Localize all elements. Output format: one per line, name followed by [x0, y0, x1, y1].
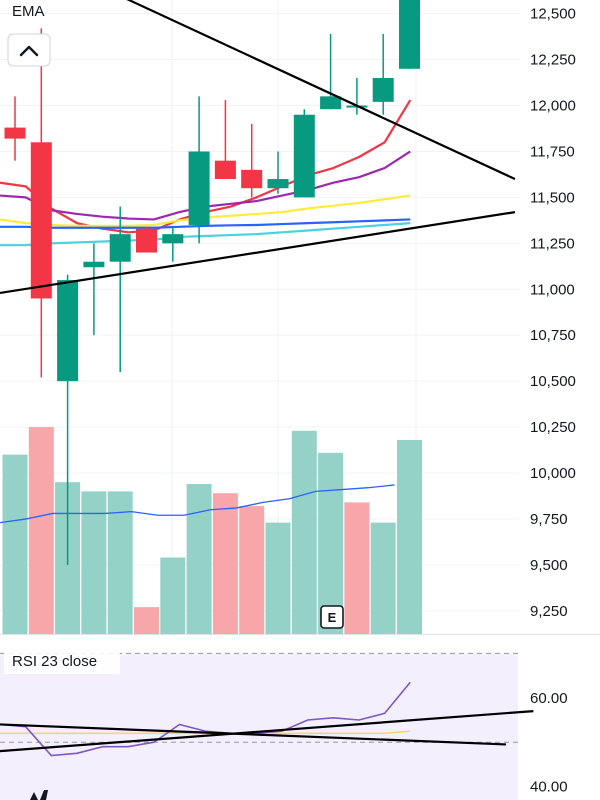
rsi-tick-label: 40.00: [530, 779, 568, 796]
candle-body: [293, 114, 315, 198]
candle-body: [57, 280, 79, 382]
volume-bar: [2, 454, 28, 634]
chevron-up-icon: [19, 45, 39, 57]
volume-bar: [344, 502, 370, 634]
volume-e-badge-label: E: [328, 610, 337, 625]
rsi-band: [0, 653, 518, 800]
candle-body: [241, 169, 263, 189]
candle-body: [267, 179, 289, 189]
price-tick-label: 11,000: [530, 281, 575, 298]
candle: [267, 151, 289, 194]
volume-bars: [0, 427, 422, 634]
candle: [162, 226, 184, 262]
candle: [214, 100, 236, 180]
candle: [4, 96, 26, 161]
price-tick-label: 12,500: [530, 6, 576, 23]
candle: [30, 28, 52, 378]
candle: [83, 243, 105, 336]
rsi-legend[interactable]: RSI 23 close: [4, 648, 120, 674]
candle-body: [188, 151, 210, 225]
tradingview-logo: [30, 790, 48, 800]
rsi-pane: [0, 652, 534, 800]
candles: [4, 0, 420, 565]
rsi-axis: 60.00 40.00: [530, 690, 568, 796]
candle: [57, 274, 79, 565]
candle: [241, 123, 263, 198]
candle-body: [109, 234, 131, 262]
candle-body: [83, 261, 105, 268]
volume-bar: [397, 439, 422, 634]
candle: [399, 0, 420, 69]
volume-e-badge[interactable]: E: [320, 605, 344, 629]
rsi-trendline-1[interactable]: [0, 723, 507, 746]
candle-body: [162, 234, 184, 244]
rsi-legend-label: RSI 23 close: [12, 653, 97, 670]
volume-bar: [239, 506, 265, 634]
price-tick-label: 9,500: [530, 557, 568, 574]
candle-body: [320, 96, 342, 110]
price-trendline-1[interactable]: [0, 0, 516, 181]
ema-line-4: [0, 218, 411, 229]
volume-bar: [186, 484, 212, 634]
candle: [109, 206, 131, 372]
volume-bar: [81, 491, 107, 634]
price-tick-label: 9,750: [530, 511, 568, 528]
price-tick-label: 9,250: [530, 603, 568, 620]
candle: [293, 109, 315, 198]
volume-bar: [318, 452, 344, 634]
rsi-trendline-2[interactable]: [0, 710, 534, 753]
price-tick-label: 10,500: [530, 373, 576, 390]
price-trendline-2[interactable]: [0, 211, 516, 295]
price-tick-label: 10,250: [530, 419, 576, 436]
price-tick-label: 10,750: [530, 327, 576, 344]
volume-bar: [370, 522, 396, 634]
candle: [320, 33, 342, 110]
ema-legend-label[interactable]: EMA: [12, 3, 45, 20]
price-tick-label: 12,250: [530, 52, 576, 69]
candle-body: [30, 142, 52, 299]
volume-bar: [291, 430, 317, 634]
trendlines[interactable]: [0, 0, 516, 295]
price-tick-label: 10,000: [530, 465, 576, 482]
rsi-line: [0, 681, 411, 757]
candle: [136, 226, 157, 253]
price-tick-label: 11,750: [530, 143, 575, 160]
ema-line-5: [0, 222, 411, 247]
candle-body: [136, 228, 157, 253]
candle-body: [214, 160, 236, 180]
rsi-tick-label: 60.00: [530, 690, 568, 707]
volume-bar: [265, 522, 291, 634]
candle: [188, 96, 210, 244]
candle-body: [399, 0, 420, 69]
volume-bar: [107, 491, 133, 634]
collapse-button[interactable]: [7, 33, 51, 67]
volume-bar: [28, 427, 54, 634]
volume-bar: [160, 557, 186, 634]
price-tick-label: 11,250: [530, 235, 575, 252]
candle-body: [4, 127, 26, 139]
volume-bar: [212, 493, 238, 634]
price-tick-label: 12,000: [530, 98, 576, 115]
volume-ma-line: [0, 484, 395, 524]
volume-bar: [134, 607, 159, 634]
price-tick-label: 11,500: [530, 189, 575, 206]
price-axis: 12,500 12,250 12,000 11,750 11,500 11,250 11,0…: [530, 6, 576, 620]
candle-body: [372, 77, 394, 102]
candle: [372, 33, 394, 115]
